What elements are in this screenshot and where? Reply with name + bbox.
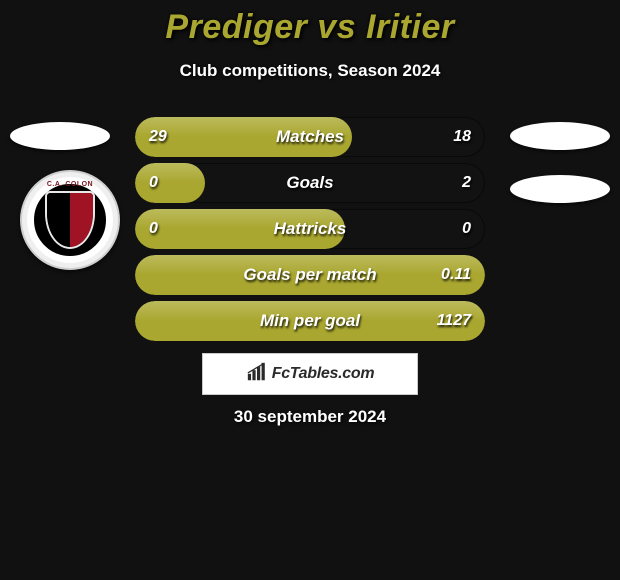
- player-slot-right-1: [510, 122, 610, 150]
- page-title: Prediger vs Iritier: [0, 0, 620, 47]
- stat-row: Min per goal1127: [135, 301, 485, 341]
- bars-icon: [246, 361, 268, 388]
- stat-label: Matches: [135, 117, 485, 157]
- infographic-root: Prediger vs Iritier Club competitions, S…: [0, 0, 620, 580]
- stat-row: Matches29 18: [135, 117, 485, 157]
- club-badge-text: C.A. COLON: [34, 181, 106, 188]
- stat-label: Goals per match: [135, 255, 485, 295]
- club-badge-left: C.A. COLON: [20, 170, 120, 270]
- stat-left-value: 29: [149, 117, 167, 157]
- watermark: FcTables.com: [202, 353, 418, 395]
- stats-panel: Matches2918Goals02Hattricks00Goals per m…: [135, 117, 485, 347]
- stat-row: Goals per match0.11: [135, 255, 485, 295]
- stat-row: Hattricks0 0: [135, 209, 485, 249]
- stat-left-value: 0: [149, 163, 158, 203]
- stat-right-value: 2: [462, 163, 471, 203]
- stat-label: Hattricks: [135, 209, 485, 249]
- stat-right-value: 0.11: [441, 255, 471, 295]
- club-shield: [45, 191, 95, 249]
- stat-right-value: 1127: [437, 301, 471, 341]
- stat-right-value: 0: [462, 209, 471, 249]
- stat-right-value: 18: [453, 117, 471, 157]
- player-slot-left: [10, 122, 110, 150]
- stat-label: Goals: [135, 163, 485, 203]
- watermark-text: FcTables.com: [272, 365, 375, 383]
- stat-label: Min per goal: [135, 301, 485, 341]
- footer-date: 30 september 2024: [0, 407, 620, 427]
- page-subtitle: Club competitions, Season 2024: [0, 61, 620, 81]
- stat-left-value: 0: [149, 209, 158, 249]
- stat-row: Goals0 2: [135, 163, 485, 203]
- player-slot-right-2: [510, 175, 610, 203]
